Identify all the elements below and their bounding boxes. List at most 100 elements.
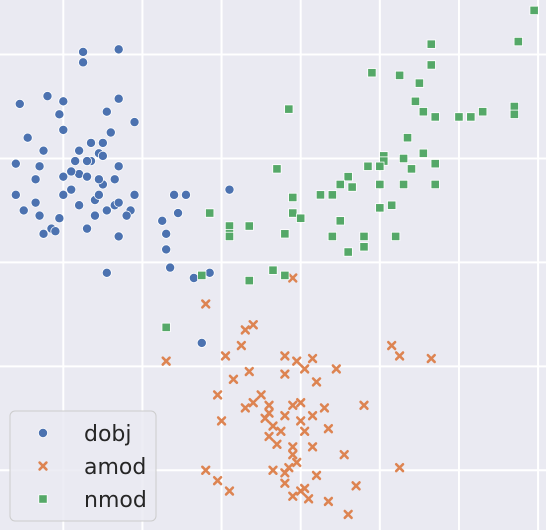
- legend-label-amod: amod: [84, 455, 146, 480]
- dobj-point: [113, 44, 124, 55]
- dobj-point: [89, 210, 100, 221]
- amod-point: [394, 462, 405, 473]
- dobj-point: [54, 213, 65, 224]
- dobj-point: [18, 205, 29, 216]
- series-dobj: [10, 44, 235, 348]
- dobj-point: [165, 262, 176, 273]
- legend-label-nmod: nmod: [84, 488, 147, 513]
- legend-item-dobj: dobj: [38, 422, 132, 447]
- amod-point: [272, 439, 282, 449]
- nmod-point: [284, 104, 294, 114]
- dobj-point: [78, 46, 89, 57]
- dobj-point: [74, 145, 85, 156]
- amod-point: [216, 416, 227, 426]
- amod-point: [288, 273, 298, 283]
- amod-point: [359, 400, 369, 410]
- dobj-point: [113, 93, 124, 104]
- amod-point: [311, 470, 322, 481]
- dobj-point: [188, 272, 199, 283]
- dobj-point: [58, 189, 69, 200]
- amod-point: [201, 465, 211, 475]
- nmod-point: [224, 231, 235, 242]
- nmod-point: [509, 101, 519, 112]
- nmod-point: [398, 153, 409, 164]
- dobj-point: [82, 223, 93, 234]
- nmod-point: [268, 265, 278, 275]
- dobj-point: [30, 174, 41, 185]
- nmod-point: [335, 216, 345, 226]
- amod-point: [244, 366, 254, 377]
- series-amod: [161, 273, 436, 520]
- dobj-point: [169, 189, 180, 200]
- dobj-point: [50, 226, 61, 237]
- nmod-point: [272, 164, 282, 174]
- amod-point: [323, 423, 334, 434]
- dobj-point: [129, 189, 140, 200]
- dobj-point: [30, 197, 41, 208]
- amod-point: [295, 397, 306, 408]
- amod-point: [288, 491, 298, 501]
- amod-point: [276, 426, 286, 436]
- nmod-point: [296, 213, 306, 223]
- dobj-point: [173, 208, 184, 219]
- amod-point: [212, 390, 223, 400]
- nmod-point: [414, 78, 424, 88]
- nmod-point: [402, 133, 413, 143]
- dobj-point: [10, 158, 21, 169]
- dobj-point: [157, 215, 168, 226]
- dobj-point: [78, 57, 89, 68]
- dobj-point: [38, 228, 49, 239]
- dobj-point: [180, 189, 191, 200]
- amod-point: [292, 356, 302, 366]
- dobj-point: [58, 171, 69, 182]
- dobj-point: [22, 132, 33, 143]
- dobj-point: [101, 106, 112, 117]
- amod-point: [240, 403, 251, 413]
- dobj-point: [196, 337, 207, 348]
- dobj-point: [34, 161, 45, 172]
- dobj-point: [204, 267, 215, 278]
- dobj-point: [74, 200, 85, 211]
- dobj-point: [113, 197, 124, 208]
- legend-item-nmod: nmod: [38, 488, 147, 513]
- amod-point: [268, 465, 278, 475]
- amod-point: [288, 442, 298, 452]
- legend-marker-nmod: [38, 494, 48, 504]
- amod-point: [288, 449, 298, 460]
- amod-point: [299, 426, 310, 436]
- nmod-point: [426, 60, 436, 70]
- legend: dobj amod nmod: [9, 410, 157, 522]
- amod-point: [260, 413, 270, 423]
- amod-point: [386, 340, 397, 351]
- nmod-point: [244, 275, 254, 286]
- nmod-point: [363, 161, 373, 171]
- amod-point: [248, 397, 258, 408]
- nmod-point: [343, 172, 353, 182]
- dobj-point: [66, 184, 77, 195]
- nmod-point: [387, 200, 397, 210]
- dobj-point: [101, 205, 112, 216]
- nmod-point: [391, 231, 401, 242]
- nmod-point: [418, 107, 428, 117]
- nmod-point: [466, 112, 476, 122]
- nmod-point: [410, 96, 421, 106]
- amod-point: [161, 356, 171, 366]
- dobj-point: [58, 124, 69, 135]
- dobj-point: [66, 166, 77, 177]
- nmod-point: [347, 182, 357, 192]
- nmod-point: [359, 242, 369, 252]
- nmod-point: [430, 159, 440, 169]
- legend-item-amod: amod: [38, 455, 146, 480]
- dobj-point: [42, 91, 53, 102]
- nmod-point: [224, 221, 235, 231]
- nmod-point: [280, 229, 290, 239]
- dobj-point: [161, 228, 172, 239]
- amod-point: [307, 410, 318, 421]
- amod-point: [303, 494, 314, 504]
- dobj-point: [105, 127, 116, 138]
- nmod-point: [375, 179, 385, 190]
- nmod-point: [327, 231, 337, 242]
- nmod-point: [327, 190, 337, 200]
- amod-point: [228, 374, 239, 385]
